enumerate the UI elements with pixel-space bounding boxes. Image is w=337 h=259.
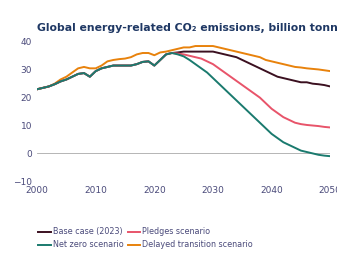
Text: Global energy-related CO₂ emissions, billion tonnes: Global energy-related CO₂ emissions, bil… [37,23,337,33]
Legend: Base case (2023), Net zero scenario, Pledges scenario, Delayed transition scenar: Base case (2023), Net zero scenario, Ple… [35,224,256,253]
